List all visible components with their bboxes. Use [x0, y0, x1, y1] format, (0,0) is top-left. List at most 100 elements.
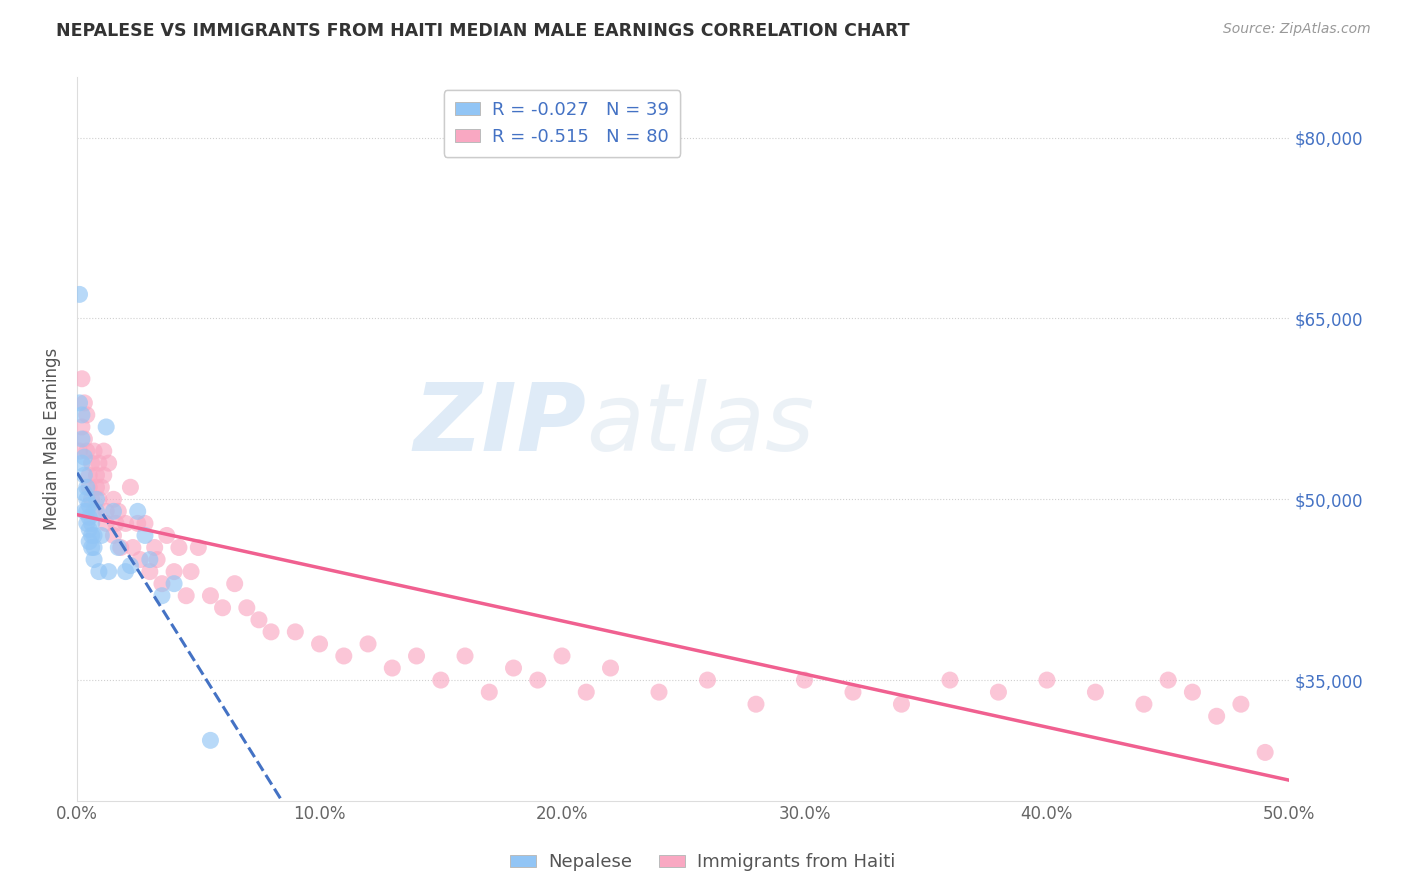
- Point: [80, 516, 103, 531]
- Point: [1036, 673, 1059, 687]
- Point: [76, 504, 98, 518]
- Point: [73, 486, 96, 500]
- Point: [80, 528, 103, 542]
- Point: [69, 287, 91, 301]
- Point: [87, 456, 110, 470]
- Point: [247, 613, 270, 627]
- Point: [1157, 673, 1180, 687]
- Point: [478, 685, 501, 699]
- Point: [648, 685, 671, 699]
- Point: [696, 673, 718, 687]
- Point: [842, 685, 865, 699]
- Point: [76, 408, 98, 422]
- Point: [97, 565, 120, 579]
- Point: [114, 565, 136, 579]
- Point: [333, 648, 356, 663]
- Point: [599, 661, 621, 675]
- Point: [86, 504, 108, 518]
- Point: [103, 528, 125, 542]
- Point: [107, 541, 129, 555]
- Point: [69, 396, 91, 410]
- Point: [70, 372, 93, 386]
- Point: [70, 408, 93, 422]
- Text: NEPALESE VS IMMIGRANTS FROM HAITI MEDIAN MALE EARNINGS CORRELATION CHART: NEPALESE VS IMMIGRANTS FROM HAITI MEDIAN…: [56, 22, 910, 40]
- Point: [87, 492, 110, 507]
- Point: [526, 673, 548, 687]
- Point: [90, 528, 112, 542]
- Point: [575, 685, 598, 699]
- Point: [76, 492, 98, 507]
- Point: [127, 504, 149, 518]
- Text: atlas: atlas: [586, 379, 814, 470]
- Point: [86, 480, 108, 494]
- Point: [139, 552, 162, 566]
- Point: [103, 492, 125, 507]
- Point: [96, 516, 118, 531]
- Point: [551, 648, 574, 663]
- Point: [76, 444, 98, 458]
- Point: [70, 432, 93, 446]
- Point: [114, 516, 136, 531]
- Point: [890, 697, 912, 711]
- Point: [174, 589, 197, 603]
- Point: [77, 523, 100, 537]
- Point: [987, 685, 1010, 699]
- Legend: Nepalese, Immigrants from Haiti: Nepalese, Immigrants from Haiti: [503, 847, 903, 879]
- Point: [80, 456, 103, 470]
- Point: [69, 444, 91, 458]
- Point: [260, 624, 283, 639]
- Point: [1181, 685, 1204, 699]
- Point: [107, 504, 129, 518]
- Point: [70, 420, 93, 434]
- Point: [146, 552, 169, 566]
- Point: [129, 552, 152, 566]
- Point: [405, 648, 427, 663]
- Point: [134, 528, 156, 542]
- Point: [200, 589, 222, 603]
- Y-axis label: Median Male Earnings: Median Male Earnings: [44, 348, 60, 530]
- Point: [96, 504, 118, 518]
- Text: Source: ZipAtlas.com: Source: ZipAtlas.com: [1223, 22, 1371, 37]
- Point: [211, 600, 233, 615]
- Point: [73, 450, 96, 464]
- Point: [1254, 746, 1277, 760]
- Point: [139, 565, 162, 579]
- Point: [73, 504, 96, 518]
- Point: [381, 661, 404, 675]
- Point: [86, 468, 108, 483]
- Point: [77, 468, 100, 483]
- Point: [76, 516, 98, 531]
- Point: [83, 541, 105, 555]
- Point: [939, 673, 962, 687]
- Point: [793, 673, 815, 687]
- Point: [83, 528, 105, 542]
- Legend: R = -0.027   N = 39, R = -0.515   N = 80: R = -0.027 N = 39, R = -0.515 N = 80: [444, 90, 681, 157]
- Point: [90, 480, 112, 494]
- Point: [502, 661, 524, 675]
- Point: [93, 444, 115, 458]
- Point: [80, 541, 103, 555]
- Point: [430, 673, 453, 687]
- Point: [150, 576, 173, 591]
- Point: [96, 420, 118, 434]
- Point: [83, 504, 105, 518]
- Point: [97, 456, 120, 470]
- Point: [1205, 709, 1227, 723]
- Point: [1084, 685, 1107, 699]
- Point: [120, 558, 142, 573]
- Point: [236, 600, 259, 615]
- Point: [110, 541, 132, 555]
- Point: [86, 492, 108, 507]
- Point: [83, 552, 105, 566]
- Point: [80, 492, 103, 507]
- Point: [76, 480, 98, 494]
- Point: [163, 565, 186, 579]
- Point: [127, 516, 149, 531]
- Point: [167, 541, 190, 555]
- Point: [284, 624, 307, 639]
- Point: [1133, 697, 1156, 711]
- Text: ZIP: ZIP: [413, 378, 586, 471]
- Point: [87, 565, 110, 579]
- Point: [187, 541, 209, 555]
- Point: [180, 565, 202, 579]
